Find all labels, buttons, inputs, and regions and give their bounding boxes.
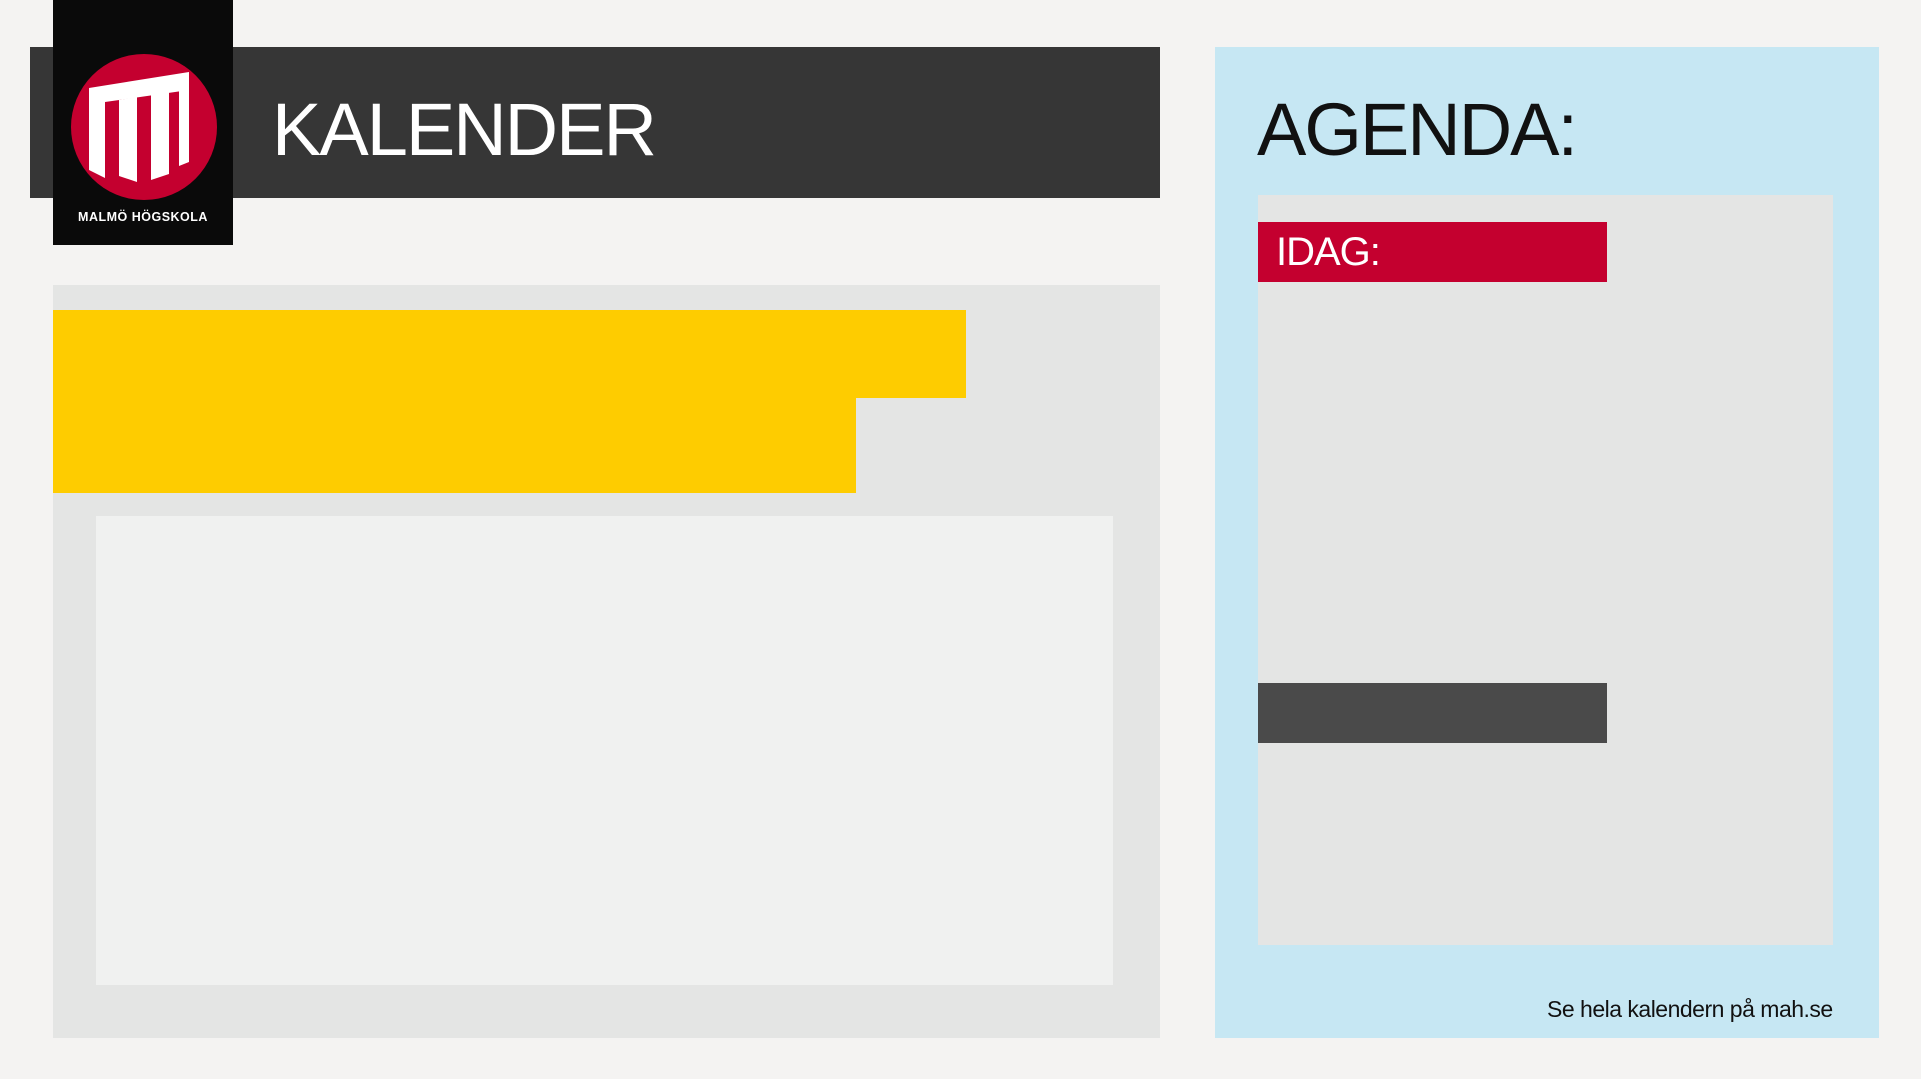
event-subtitle-bar — [53, 397, 856, 493]
agenda-title: AGENDA: — [1257, 88, 1578, 171]
today-header: IDAG: — [1258, 222, 1607, 282]
logo-text: MALMÖ HÖGSKOLA — [78, 210, 208, 224]
logo: MALMÖ HÖGSKOLA — [53, 0, 233, 245]
agenda-list — [1258, 195, 1833, 945]
full-calendar-link[interactable]: Se hela kalendern på mah.se — [1547, 996, 1833, 1022]
event-title-bar — [53, 310, 966, 398]
event-content-area — [96, 516, 1113, 985]
logo-emblem-icon — [89, 72, 189, 182]
malmo-hogskola-logo-icon — [71, 54, 217, 200]
agenda-section-bar — [1258, 683, 1607, 743]
today-label: IDAG: — [1276, 230, 1381, 274]
page-title: KALENDER — [272, 88, 657, 171]
